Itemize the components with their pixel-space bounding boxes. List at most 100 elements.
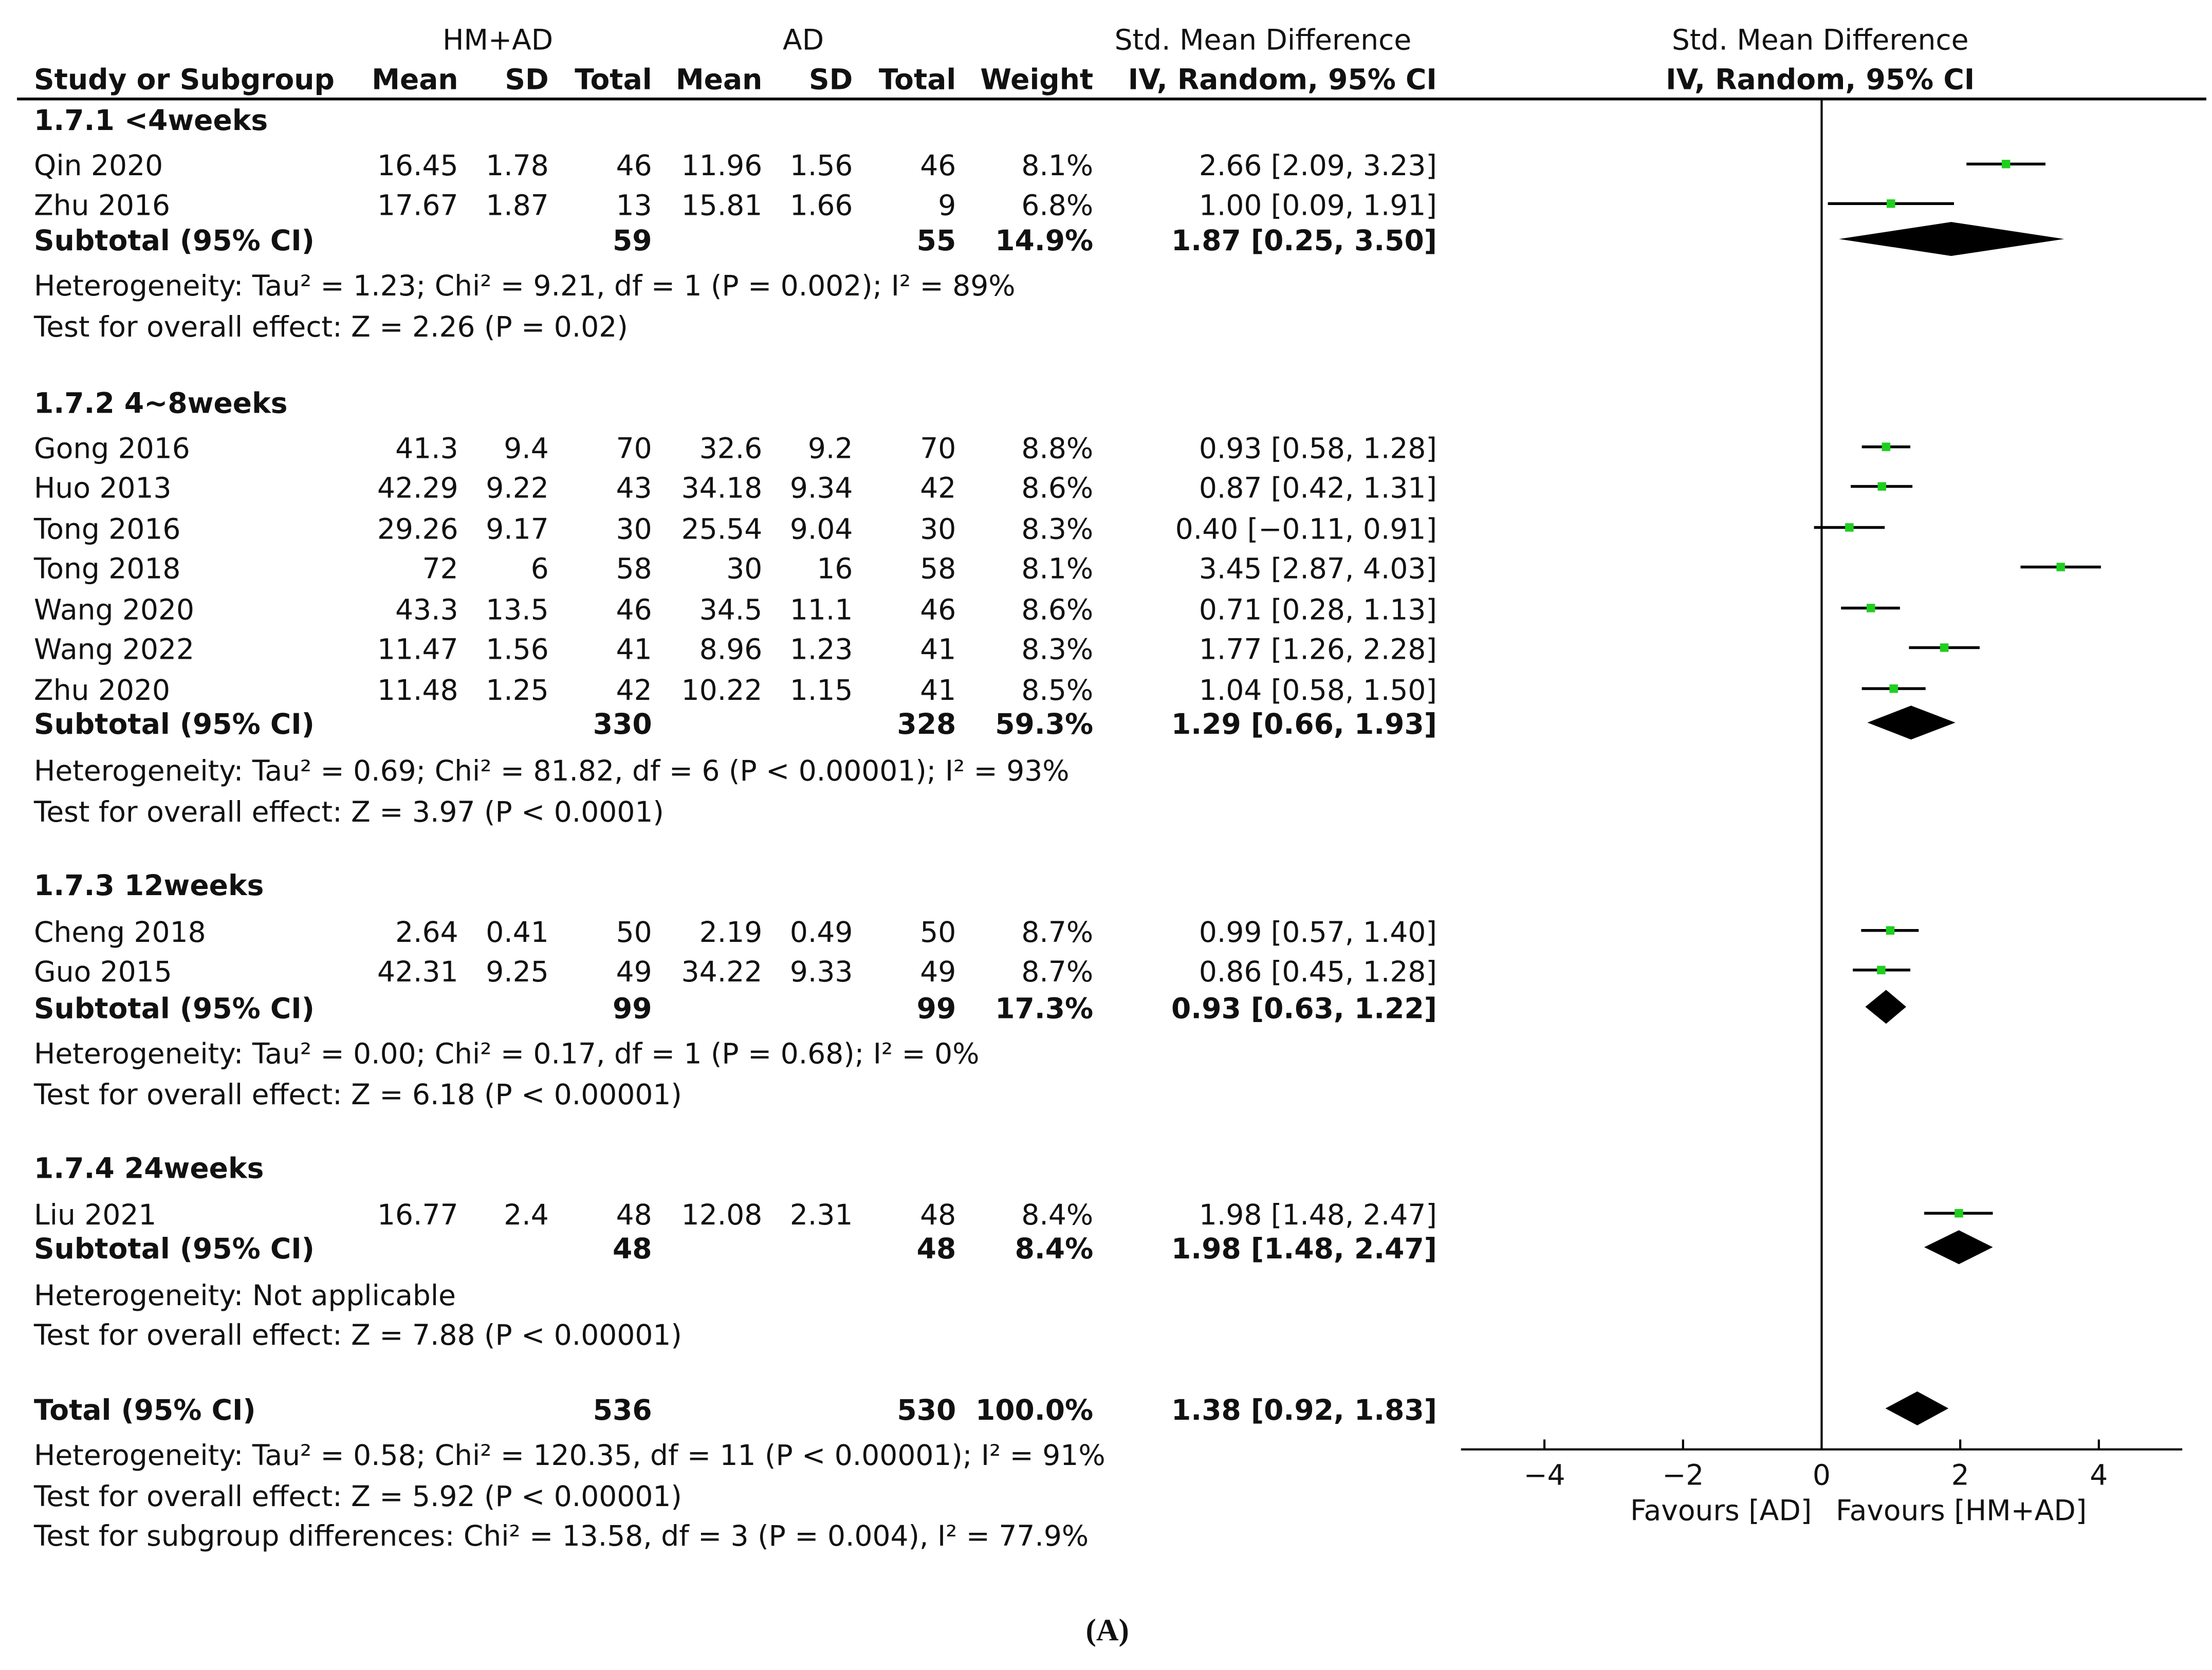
study-weight: 8.5% [1021,673,1094,707]
study-total1: 13 [616,188,652,222]
pooled-diamond [1839,222,2064,256]
study-name: Cheng 2018 [34,915,206,949]
total-weight: 100.0% [975,1393,1094,1427]
subtotal-label: Subtotal (95% CI) [34,1231,315,1266]
study-ci: 0.86 [0.45, 1.28] [1199,954,1437,989]
subtotal-total1: 99 [613,991,652,1026]
subtotal-weight: 14.9% [995,223,1094,257]
study-sd1: 0.41 [486,915,549,949]
subgroup-title: 1.7.4 24weeks [34,1151,264,1185]
plot-title: Std. Mean Difference [1671,23,1969,57]
study-ci: 0.93 [0.58, 1.28] [1199,431,1437,466]
study-sd1: 1.56 [486,632,549,666]
point-estimate [1940,643,1949,652]
study-total1: 46 [616,592,652,627]
point-estimate [1955,1209,1963,1218]
subtotal-total1: 48 [613,1231,652,1266]
study-sd2: 1.15 [789,673,853,707]
study-mean1: 2.64 [395,915,458,949]
point-estimate [1877,482,1887,491]
subtotal-weight: 8.4% [1015,1231,1094,1266]
study-sd2: 9.2 [807,431,853,466]
point-estimate [1866,604,1875,613]
study-total2: 70 [920,431,956,466]
study-total1: 43 [616,471,652,505]
study-mean2: 11.96 [681,148,763,182]
study-mean2: 2.19 [699,915,763,949]
point-estimate [1886,926,1895,935]
point-estimate [1887,199,1895,208]
study-total1: 58 [616,551,652,586]
study-mean1: 17.67 [377,188,458,222]
study-mean1: 29.26 [377,512,458,546]
study-name: Qin 2020 [34,148,163,182]
point-estimate [1845,523,1854,532]
study-weight: 8.1% [1021,148,1094,182]
x-tick-label: 2 [1951,1458,1969,1491]
study-name: Wang 2020 [34,592,195,627]
study-ci: 1.04 [0.58, 1.50] [1199,673,1437,707]
overall-effect-text: Test for overall effect: Z = 3.97 (P < 0… [34,794,664,829]
total-label: Total (95% CI) [34,1393,256,1427]
study-total1: 42 [616,673,652,707]
heterogeneity-text: Heterogeneity: Tau² = 1.23; Chi² = 9.21,… [34,268,1016,303]
study-mean2: 34.22 [681,954,763,989]
pooled-diamond [1885,1391,1949,1425]
subtotal-ci: 1.87 [0.25, 3.50] [1171,223,1437,257]
study-weight: 8.3% [1021,512,1094,546]
study-sd1: 9.22 [486,471,549,505]
study-total1: 48 [616,1197,652,1232]
favours-left-label: Favours [AD] [1630,1493,1812,1528]
study-mean2: 34.5 [699,592,763,627]
study-mean1: 11.48 [377,673,458,707]
study-sd1: 9.25 [486,954,549,989]
heterogeneity-text: Heterogeneity: Tau² = 0.00; Chi² = 0.17,… [34,1036,980,1071]
figure-caption: (A) [1085,1612,1129,1647]
subtotal-label: Subtotal (95% CI) [34,223,315,257]
study-mean2: 8.96 [699,632,763,666]
overall-effect-text: Test for overall effect: Z = 7.88 (P < 0… [34,1318,682,1352]
overall-effect-text: Test for overall effect: Z = 6.18 (P < 0… [34,1077,682,1111]
study-sd1: 9.17 [486,512,549,546]
point-estimate [1877,966,1886,975]
study-ci: 0.40 [−0.11, 0.91] [1175,512,1437,546]
favours-right-label: Favours [HM+AD] [1835,1493,2087,1528]
study-total2: 46 [920,592,956,627]
pooled-diamond [1865,990,1906,1024]
study-sd1: 13.5 [486,592,549,627]
study-sd2: 0.49 [789,915,853,949]
study-sd1: 1.25 [486,673,549,707]
study-total2: 30 [920,512,956,546]
col-sd2: SD [809,62,853,97]
subgroup-title: 1.7.1 <4weeks [34,103,268,137]
col-total1: Total [575,62,652,97]
col-ci: IV, Random, 95% CI [1128,62,1437,97]
study-total2: 9 [938,188,956,222]
study-total1: 50 [616,915,652,949]
study-sd1: 1.87 [486,188,549,222]
study-mean2: 34.18 [681,471,763,505]
subtotal-weight: 17.3% [995,991,1094,1026]
study-ci: 3.45 [2.87, 4.03] [1199,551,1437,586]
x-tick-label: −2 [1662,1458,1704,1491]
total-total2: 530 [897,1393,956,1427]
subtotal-total2: 48 [916,1231,956,1266]
study-sd1: 9.4 [504,431,549,466]
study-total2: 41 [920,673,956,707]
study-sd1: 2.4 [504,1197,549,1232]
study-weight: 8.7% [1021,954,1094,989]
study-ci: 2.66 [2.09, 3.23] [1199,148,1437,182]
plot-subtitle: IV, Random, 95% CI [1666,62,1975,97]
x-tick-label: 4 [2090,1458,2108,1491]
study-name: Huo 2013 [34,471,172,505]
subtotal-ci: 0.93 [0.63, 1.22] [1171,991,1437,1026]
subtotal-weight: 59.3% [995,707,1094,741]
study-sd2: 9.34 [789,471,853,505]
col-study: Study or Subgroup [34,62,335,97]
study-weight: 6.8% [1021,188,1094,222]
col-total2: Total [878,62,956,97]
study-sd1: 1.78 [486,148,549,182]
study-name: Guo 2015 [34,954,172,989]
